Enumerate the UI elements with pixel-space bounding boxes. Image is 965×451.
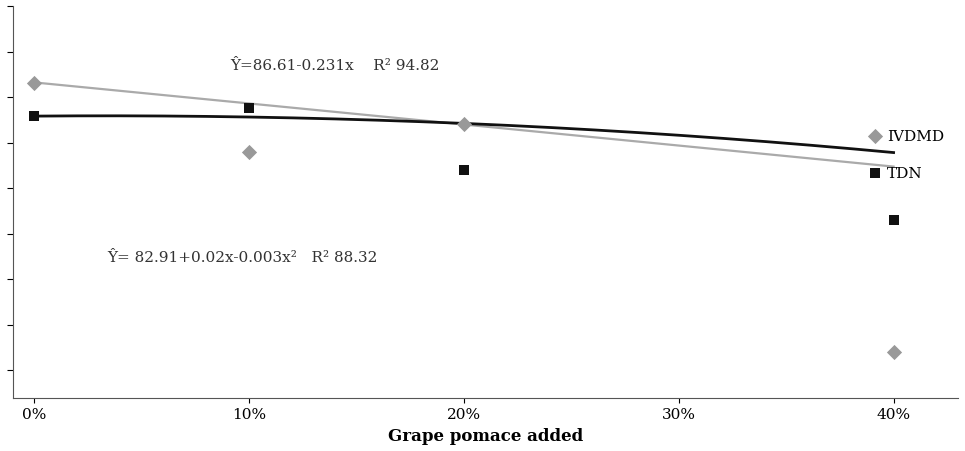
TDN: [241, 105, 257, 112]
IVDMD: [456, 121, 472, 129]
X-axis label: Grape pomace added: Grape pomace added: [388, 427, 583, 444]
TDN: [26, 113, 41, 120]
Text: Ŷ= 82.91+0.02x-0.003x²   R² 88.32: Ŷ= 82.91+0.02x-0.003x² R² 88.32: [107, 250, 377, 264]
IVDMD: [26, 81, 41, 88]
IVDMD: [886, 349, 901, 356]
Legend: IVDMD, TDN: IVDMD, TDN: [865, 124, 951, 187]
IVDMD: [241, 149, 257, 156]
TDN: [886, 217, 901, 224]
TDN: [456, 167, 472, 174]
Text: Ŷ=86.61-0.231x    R² 94.82: Ŷ=86.61-0.231x R² 94.82: [230, 59, 439, 73]
